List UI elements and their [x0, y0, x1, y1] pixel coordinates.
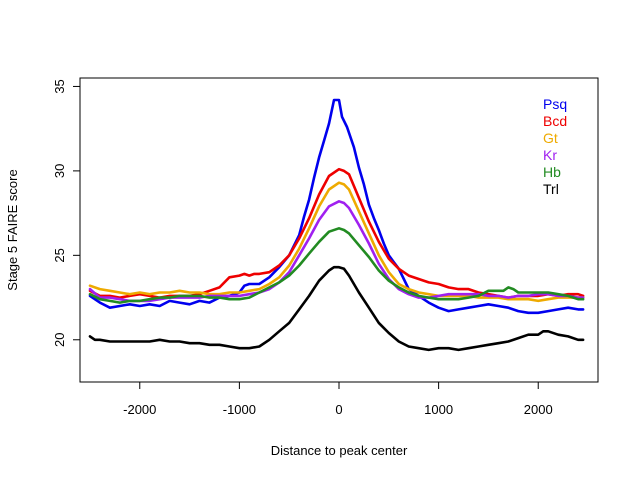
y-axis-title: Stage 5 FAIRE score: [5, 169, 20, 290]
series-line-trl: [88, 265, 585, 352]
x-axis-title: Distance to peak center: [271, 443, 408, 458]
legend-entry-gt: Gt: [543, 130, 558, 146]
series-line-psq: [88, 98, 585, 315]
x-axis: -2000 -1000 0 1000 2000: [123, 381, 553, 417]
x-tick-label: 1000: [424, 402, 453, 417]
x-tick-label: 2000: [524, 402, 553, 417]
legend-entry-psq: Psq: [543, 96, 567, 112]
series-line-kr: [88, 200, 585, 303]
x-tick-label: 0: [335, 402, 342, 417]
x-tick-label: -1000: [223, 402, 256, 417]
legend-entry-kr: Kr: [543, 147, 557, 163]
legend-entry-trl: Trl: [543, 181, 559, 197]
series-layer: [88, 98, 585, 352]
legend-entry-bcd: Bcd: [543, 113, 567, 129]
y-tick-label: 30: [52, 164, 67, 178]
x-tick-label: -2000: [123, 402, 156, 417]
legend-entry-hb: Hb: [543, 164, 561, 180]
series-line-bcd: [88, 167, 585, 299]
y-axis: 20 25 30 35: [52, 79, 81, 347]
y-tick-label: 20: [52, 333, 67, 347]
y-tick-label: 35: [52, 79, 67, 93]
series-line-hb: [88, 227, 585, 304]
series-line-gt: [88, 181, 585, 303]
y-tick-label: 25: [52, 248, 67, 262]
